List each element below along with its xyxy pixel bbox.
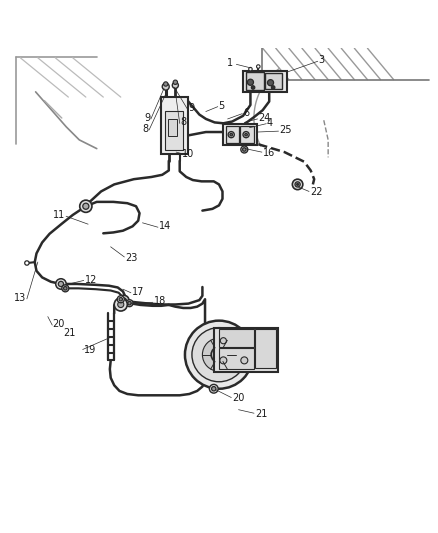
Bar [243, 71, 287, 92]
Circle shape [119, 295, 129, 306]
Text: 3: 3 [318, 55, 325, 66]
Circle shape [268, 79, 274, 86]
Circle shape [25, 261, 29, 265]
Text: 12: 12 [85, 274, 97, 285]
Bar [168, 119, 177, 136]
Bar [165, 111, 183, 150]
Text: 16: 16 [263, 148, 275, 158]
Circle shape [162, 83, 169, 90]
Bar [265, 72, 283, 89]
Bar [219, 348, 254, 369]
Circle shape [230, 133, 233, 136]
Bar [161, 97, 187, 154]
Circle shape [173, 80, 177, 84]
Circle shape [117, 296, 124, 303]
Circle shape [297, 183, 298, 185]
Circle shape [62, 285, 69, 292]
Circle shape [257, 65, 260, 68]
Text: 10: 10 [182, 149, 194, 159]
Text: 22: 22 [310, 187, 322, 197]
Text: 20: 20 [52, 319, 64, 329]
Bar [255, 329, 276, 368]
Circle shape [249, 67, 252, 71]
Text: 24: 24 [258, 113, 271, 123]
Circle shape [114, 298, 127, 311]
Circle shape [119, 297, 123, 301]
Circle shape [251, 86, 255, 89]
Text: 5: 5 [218, 101, 224, 111]
Circle shape [56, 279, 66, 289]
Circle shape [202, 338, 236, 372]
Bar [240, 126, 254, 143]
Circle shape [272, 86, 275, 89]
Circle shape [292, 179, 303, 190]
Text: 17: 17 [132, 287, 144, 297]
Text: 20: 20 [232, 393, 244, 403]
Text: 8: 8 [180, 117, 187, 127]
Text: 11: 11 [53, 211, 65, 221]
Text: 14: 14 [159, 221, 171, 231]
Circle shape [118, 302, 124, 308]
Text: 9: 9 [188, 103, 194, 114]
Text: 6: 6 [243, 108, 249, 118]
Bar [246, 72, 264, 90]
Circle shape [185, 321, 253, 389]
Text: 8: 8 [142, 124, 148, 134]
Circle shape [64, 287, 67, 290]
Circle shape [241, 357, 248, 364]
Circle shape [128, 302, 131, 305]
Circle shape [209, 384, 218, 393]
Circle shape [80, 200, 92, 212]
Text: 18: 18 [153, 296, 166, 306]
Circle shape [241, 146, 248, 153]
Text: 4: 4 [267, 118, 273, 128]
Circle shape [212, 386, 216, 391]
Text: 13: 13 [14, 293, 26, 303]
Circle shape [220, 338, 226, 344]
Text: 23: 23 [125, 253, 138, 263]
Circle shape [295, 182, 300, 187]
Text: 25: 25 [279, 125, 292, 135]
Bar [214, 328, 279, 372]
Circle shape [243, 148, 246, 151]
Circle shape [192, 328, 246, 382]
Circle shape [58, 281, 64, 287]
Circle shape [172, 82, 178, 88]
Circle shape [83, 203, 89, 209]
Bar [219, 329, 254, 348]
Text: 1: 1 [227, 58, 233, 68]
Bar [223, 124, 258, 145]
Circle shape [163, 82, 168, 86]
Circle shape [220, 357, 227, 364]
Text: 9: 9 [144, 113, 150, 123]
Bar [226, 126, 239, 143]
Text: 19: 19 [84, 345, 96, 356]
Circle shape [121, 298, 127, 303]
Circle shape [247, 79, 254, 85]
Circle shape [245, 133, 247, 136]
Circle shape [126, 300, 133, 306]
Text: 21: 21 [63, 328, 75, 338]
Circle shape [215, 351, 223, 358]
Circle shape [211, 347, 227, 362]
Text: 21: 21 [255, 409, 267, 419]
